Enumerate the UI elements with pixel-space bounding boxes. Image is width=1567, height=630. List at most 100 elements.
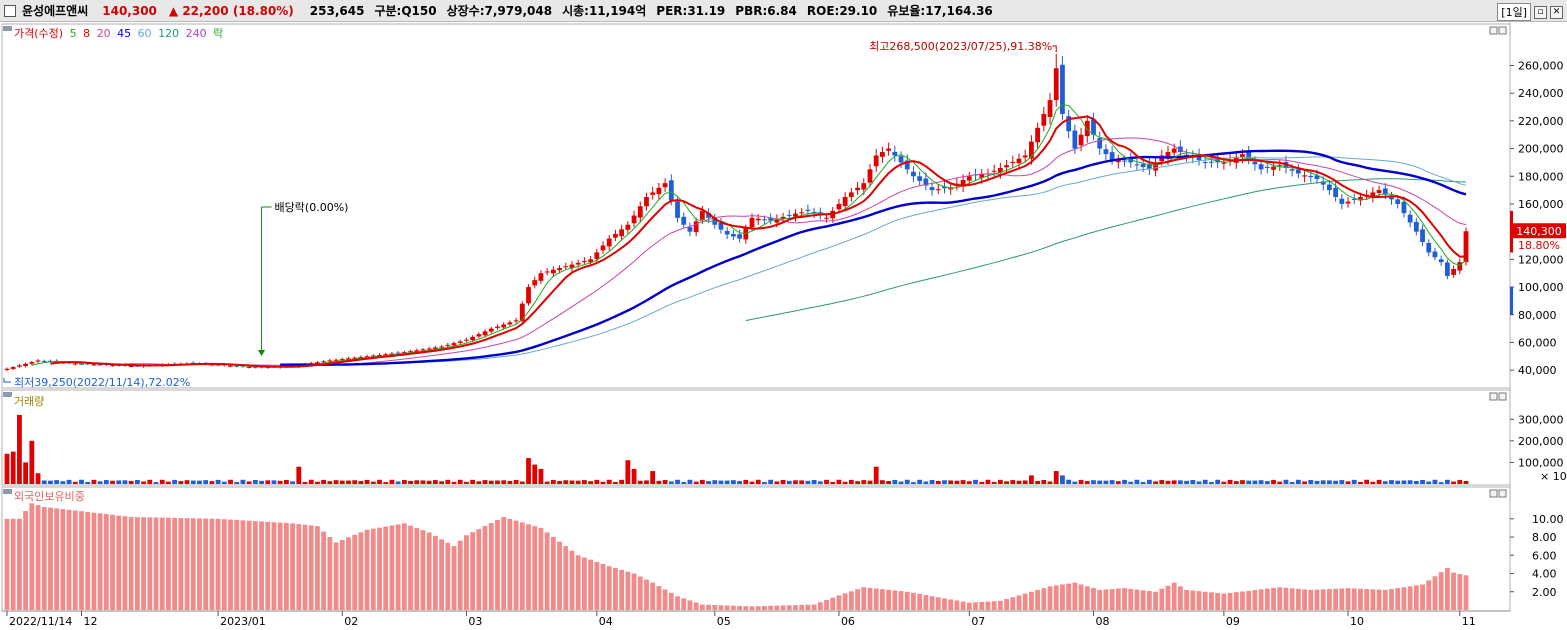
volume-bar <box>1444 479 1450 484</box>
volume-bar <box>1376 479 1382 484</box>
last-pct-label: 18.80% <box>1518 239 1560 252</box>
volume-bar <box>911 482 916 484</box>
candle <box>1314 175 1320 180</box>
volume-bar <box>85 481 91 484</box>
foreign-bar <box>724 605 730 610</box>
foreign-bar <box>942 598 947 610</box>
foreign-bar <box>867 587 873 610</box>
foreign-bar <box>495 520 500 610</box>
volume-bar <box>966 481 972 484</box>
candle <box>1345 201 1351 204</box>
volume-bar <box>581 480 587 484</box>
volume-bar <box>352 480 358 484</box>
volume-bar <box>644 480 649 484</box>
candle <box>1196 155 1202 161</box>
candle <box>1084 120 1090 137</box>
volume-bar <box>1004 481 1009 484</box>
foreign-bar <box>911 592 916 610</box>
candle <box>1004 165 1009 168</box>
volume-bar <box>203 480 209 484</box>
volume-bar <box>706 481 711 484</box>
candle <box>128 365 134 367</box>
volume-bar <box>1016 480 1022 484</box>
candle <box>662 183 668 188</box>
foreign-bar <box>79 511 84 610</box>
volume-bar <box>898 481 904 484</box>
foreign-bar <box>979 601 985 610</box>
candle <box>836 203 842 210</box>
volume-bar <box>631 468 637 484</box>
foreign-bar <box>234 519 240 610</box>
volume-bar <box>377 479 382 484</box>
candle <box>842 197 848 207</box>
foreign-bar <box>302 524 308 610</box>
stock-change: ▲ 22,200 (18.80%) <box>168 3 294 18</box>
volume-bar <box>1171 480 1177 484</box>
volume-bar <box>1389 480 1394 484</box>
candles <box>4 53 1469 372</box>
volume-bar <box>1221 481 1227 484</box>
foreign-bar <box>451 546 457 610</box>
volume-bar <box>1345 481 1351 484</box>
volume-bar <box>588 481 593 484</box>
candle <box>693 221 699 233</box>
volume-bar <box>1134 479 1140 484</box>
foreign-bar <box>4 518 10 610</box>
volume-bar <box>1159 480 1165 484</box>
foreign-bar <box>1457 573 1463 610</box>
volume-bar <box>544 481 550 484</box>
foreign-bar <box>600 564 606 610</box>
volume-bar <box>116 480 122 484</box>
foreign-bar <box>855 589 860 610</box>
candle <box>1128 158 1134 163</box>
volume-bar <box>259 480 264 484</box>
foreign-bar <box>799 604 805 610</box>
foreign-bar <box>830 597 836 610</box>
candle <box>991 170 997 172</box>
candle <box>1209 161 1214 163</box>
price-tick-label: 100,000 <box>1518 281 1564 294</box>
close-icon[interactable]: ✕ <box>1550 5 1563 19</box>
panel-close-icon <box>1498 489 1507 498</box>
foreign-bar <box>749 606 755 610</box>
volume-bar <box>855 481 860 484</box>
volume-bar <box>1295 479 1301 484</box>
volume-bar <box>538 468 544 484</box>
candle <box>17 365 22 367</box>
foreign-tick-label: 4.00 <box>1532 568 1557 581</box>
candle <box>1240 154 1245 158</box>
volume-bar <box>880 480 885 484</box>
candle <box>426 348 432 350</box>
candle <box>339 359 345 361</box>
foreign-bar <box>488 523 494 610</box>
price-legend: 가격(수정) 5 8 20 45 60 120 240 락 <box>14 25 226 41</box>
volume-bar <box>1084 481 1090 484</box>
foreign-bar <box>1252 590 1258 610</box>
date-tick-label: 2022/11/14 <box>9 615 72 628</box>
foreign-tick-label: 8.00 <box>1532 531 1557 544</box>
foreign-bar <box>650 582 656 610</box>
foreign-bar <box>128 516 134 610</box>
foreign-bar <box>730 605 736 610</box>
checkbox-icon[interactable] <box>4 4 16 17</box>
volume-bar <box>346 480 351 484</box>
foreign-bar <box>687 600 693 610</box>
volume-bar <box>737 481 743 484</box>
candle <box>1413 221 1419 232</box>
volume-bar <box>1283 479 1289 484</box>
candle <box>935 189 941 191</box>
volume-bar <box>569 480 575 484</box>
volume-bar <box>1351 479 1357 484</box>
candle <box>1295 169 1301 174</box>
restore-icon[interactable]: ▫ <box>1534 5 1547 19</box>
candle <box>1134 164 1140 166</box>
volume-bar <box>755 479 761 484</box>
volume-bar <box>1246 480 1252 484</box>
period-selector[interactable]: [1일] <box>1497 3 1531 21</box>
volume-bar <box>1432 479 1438 484</box>
volume-bar <box>103 480 109 484</box>
foreign-bar <box>29 503 35 610</box>
foreign-bar <box>1413 585 1419 610</box>
foreign-bar <box>873 588 879 610</box>
candle <box>35 360 41 362</box>
